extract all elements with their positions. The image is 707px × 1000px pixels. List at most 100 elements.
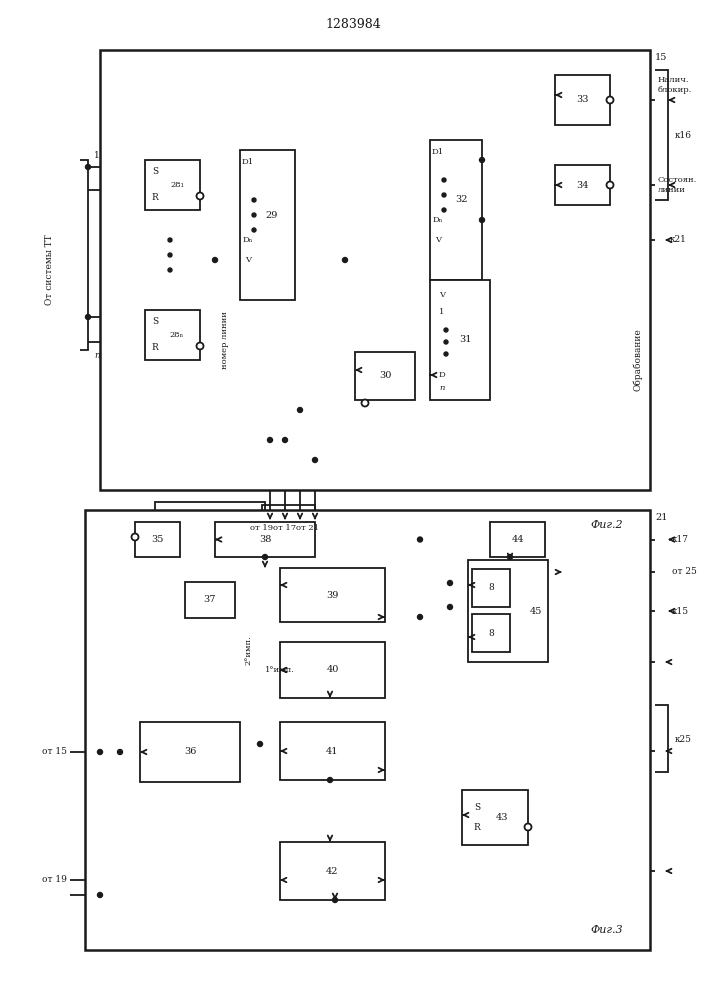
Bar — [472, 614, 510, 652]
Text: от 15: от 15 — [42, 748, 67, 756]
Circle shape — [479, 218, 484, 223]
Text: D1: D1 — [432, 148, 444, 156]
Text: 28ₙ: 28ₙ — [170, 331, 184, 339]
Text: 45: 45 — [530, 606, 542, 615]
Bar — [462, 790, 528, 845]
Text: Dₙ: Dₙ — [433, 216, 443, 224]
Text: 40: 40 — [327, 666, 339, 674]
Bar — [280, 642, 385, 698]
Text: V: V — [439, 291, 445, 299]
Text: Dₙ: Dₙ — [243, 236, 253, 244]
Bar — [85, 510, 650, 950]
Circle shape — [525, 824, 532, 830]
Circle shape — [252, 198, 256, 202]
Text: 1283984: 1283984 — [325, 18, 381, 31]
Text: к16: к16 — [675, 130, 692, 139]
Text: 43: 43 — [496, 813, 508, 822]
Bar — [215, 522, 315, 557]
Text: 32: 32 — [456, 196, 468, 205]
Text: 31: 31 — [459, 336, 472, 344]
Bar — [355, 352, 415, 400]
Circle shape — [418, 614, 423, 619]
Text: 41: 41 — [326, 746, 339, 756]
Circle shape — [442, 178, 446, 182]
Text: к15: к15 — [672, 606, 689, 615]
Bar — [280, 842, 385, 900]
Circle shape — [312, 458, 317, 462]
Text: 42: 42 — [326, 866, 339, 876]
Bar — [555, 165, 610, 205]
Circle shape — [168, 268, 172, 272]
Text: D: D — [438, 371, 445, 379]
Text: S: S — [152, 318, 158, 326]
Circle shape — [257, 742, 262, 746]
Circle shape — [508, 554, 513, 560]
Circle shape — [342, 257, 348, 262]
Text: Налич.
блокир.: Налич. блокир. — [658, 76, 692, 94]
Circle shape — [117, 750, 122, 754]
Circle shape — [444, 328, 448, 332]
Text: номер линии: номер линии — [221, 311, 229, 369]
Text: S: S — [152, 167, 158, 176]
Text: 29: 29 — [266, 211, 278, 220]
Text: 33: 33 — [576, 96, 589, 104]
Text: от 21: от 21 — [296, 524, 320, 532]
Text: 39: 39 — [327, 590, 339, 599]
Circle shape — [332, 898, 337, 902]
Circle shape — [213, 257, 218, 262]
Text: 1: 1 — [94, 150, 100, 159]
Text: 38: 38 — [259, 535, 271, 544]
Circle shape — [442, 193, 446, 197]
Text: 1°имп.: 1°имп. — [265, 666, 295, 674]
Circle shape — [442, 208, 446, 212]
Bar — [185, 582, 235, 618]
Text: 21: 21 — [655, 514, 667, 522]
Text: 35: 35 — [151, 535, 164, 544]
Bar — [140, 722, 240, 782]
Text: к17: к17 — [672, 535, 689, 544]
Bar — [145, 310, 200, 360]
Text: к25: к25 — [675, 736, 692, 744]
Circle shape — [479, 157, 484, 162]
Bar — [430, 280, 490, 400]
Text: от 19: от 19 — [42, 876, 67, 884]
Circle shape — [262, 554, 267, 560]
Circle shape — [197, 342, 204, 350]
Text: 15: 15 — [655, 53, 667, 62]
Text: 2°имп.: 2°имп. — [244, 635, 252, 665]
Text: Обрабование: Обрабование — [633, 329, 643, 391]
Text: 8: 8 — [488, 584, 494, 592]
Text: R: R — [151, 194, 158, 202]
Text: S: S — [474, 804, 480, 812]
Bar — [280, 568, 385, 622]
Bar — [555, 75, 610, 125]
Circle shape — [132, 534, 139, 540]
Circle shape — [98, 750, 103, 754]
Circle shape — [607, 182, 614, 188]
Circle shape — [361, 399, 368, 406]
Circle shape — [327, 778, 332, 782]
Text: n: n — [94, 351, 100, 360]
Text: 44: 44 — [511, 535, 524, 544]
Bar — [100, 50, 650, 490]
Text: 28₁: 28₁ — [170, 181, 184, 189]
Text: 34: 34 — [576, 180, 589, 190]
Circle shape — [168, 253, 172, 257]
Text: V: V — [245, 256, 251, 264]
Text: R: R — [151, 344, 158, 353]
Text: 1: 1 — [439, 308, 445, 316]
Text: Фиг.2: Фиг.2 — [590, 520, 623, 530]
Bar — [280, 722, 385, 780]
Circle shape — [298, 408, 303, 412]
Text: R: R — [474, 822, 480, 832]
Bar — [430, 140, 482, 280]
Circle shape — [418, 537, 423, 542]
Text: 30: 30 — [379, 371, 391, 380]
Text: D1: D1 — [242, 158, 254, 166]
Text: Фиг.3: Фиг.3 — [590, 925, 623, 935]
Circle shape — [252, 228, 256, 232]
Bar — [490, 522, 545, 557]
Circle shape — [252, 213, 256, 217]
Text: от 19: от 19 — [250, 524, 274, 532]
Bar — [240, 150, 295, 300]
